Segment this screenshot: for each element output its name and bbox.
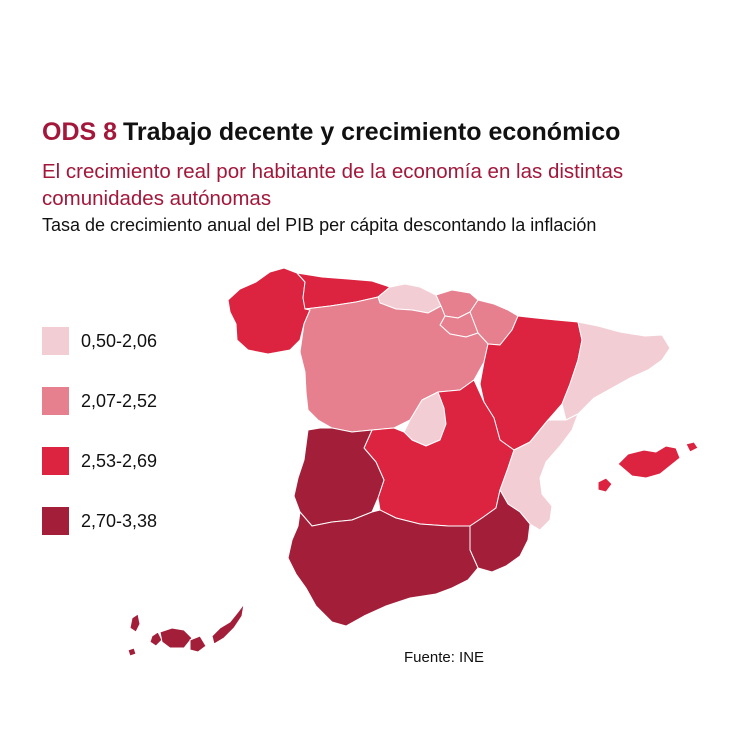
ods-label: ODS 8 — [42, 118, 118, 146]
legend-item: 0,50-2,06 — [42, 326, 157, 356]
legend: 0,50-2,06 2,07-2,52 2,53-2,69 2,70-3,38 — [42, 326, 157, 566]
legend-label: 2,07-2,52 — [81, 390, 158, 411]
legend-swatch — [42, 507, 69, 535]
region-canarias-5 — [189, 635, 207, 653]
region-cataluna — [561, 321, 671, 421]
legend-label: 2,70-3,38 — [81, 510, 158, 531]
legend-swatch — [42, 327, 69, 355]
page-title: ODS 8 Trabajo decente y crecimiento econó… — [42, 116, 732, 148]
region-illes-balears-menorca — [685, 441, 699, 453]
region-canarias-4 — [159, 627, 193, 649]
legend-label: 0,50-2,06 — [81, 330, 158, 351]
header: ODS 8 Trabajo decente y crecimiento econó… — [42, 116, 732, 237]
legend-swatch — [42, 447, 69, 475]
legend-label: 2,53-2,69 — [81, 450, 158, 471]
caption: Tasa de crecimiento anual del PIB per cá… — [42, 215, 597, 235]
legend-item: 2,53-2,69 — [42, 446, 157, 476]
region-canarias-3 — [127, 647, 137, 657]
region-canarias-1 — [129, 613, 141, 633]
source-note: Fuente: INE — [404, 649, 485, 666]
region-c-valenciana — [499, 413, 579, 531]
region-illes-balears — [617, 445, 681, 479]
legend-swatch — [42, 387, 69, 415]
region-canarias-2 — [149, 631, 163, 647]
region-illes-balears-ibiza — [597, 477, 613, 493]
legend-item: 2,70-3,38 — [42, 506, 157, 536]
region-extremadura — [293, 427, 385, 527]
legend-item: 2,07-2,52 — [42, 386, 157, 416]
region-canarias-6 — [211, 603, 245, 645]
title-text: Trabajo decente y crecimiento económico — [123, 118, 621, 146]
region-galicia — [227, 267, 311, 355]
region-andalucia — [287, 509, 479, 627]
subtitle: El crecimiento real por habitante de la … — [42, 160, 624, 210]
